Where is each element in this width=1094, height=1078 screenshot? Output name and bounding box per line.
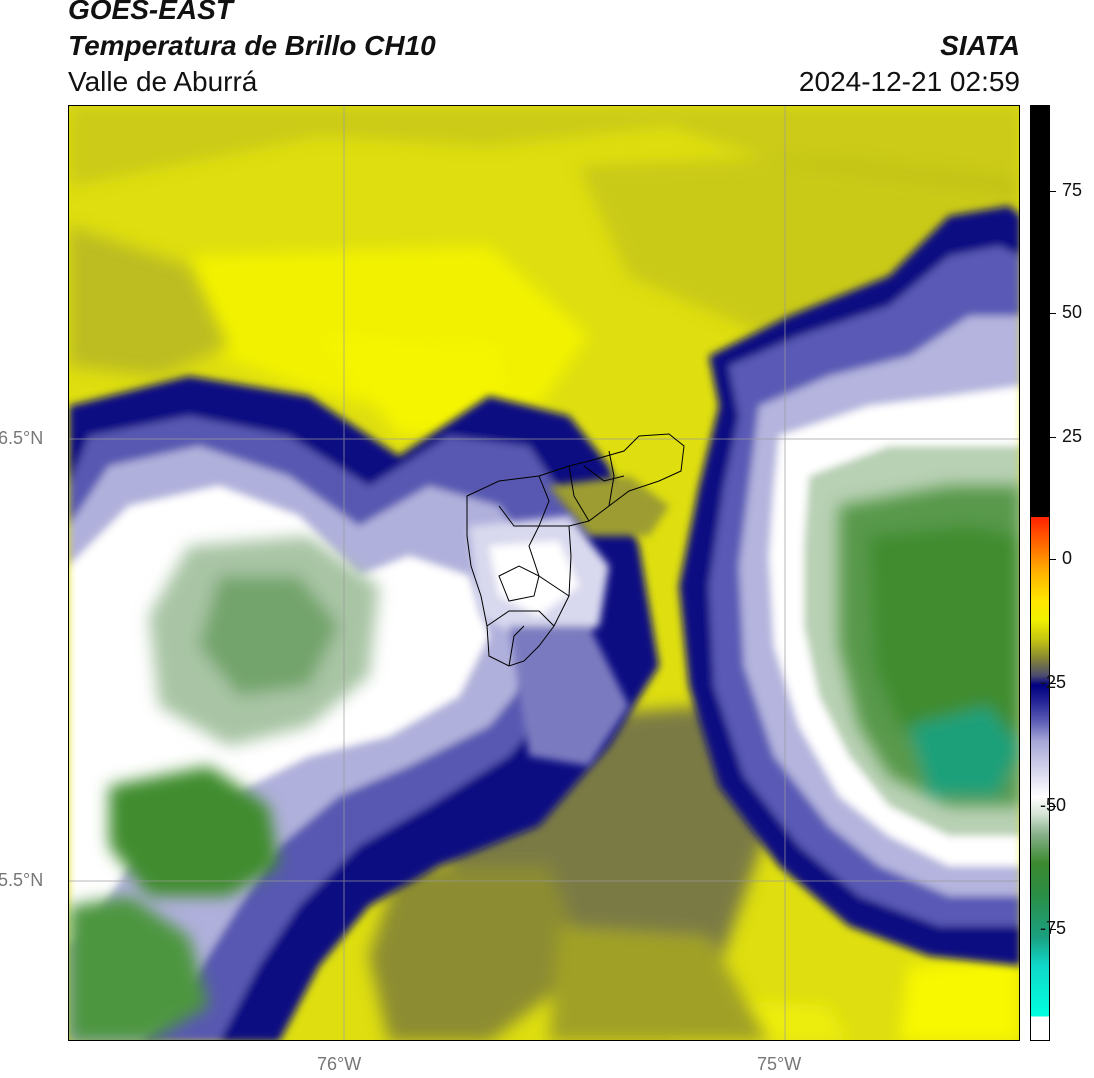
product-title: Temperatura de Brillo CH10	[68, 30, 436, 61]
temperature-colorbar	[1030, 105, 1050, 1041]
longitude-label-west: 76°W	[317, 1054, 362, 1074]
municipality-boundaries	[466, 433, 685, 667]
colorbar-tick-label: -50	[1040, 795, 1067, 815]
longitude-label-east: 75°W	[757, 1054, 802, 1074]
region-label: Valle de Aburrá	[68, 66, 258, 97]
satellite-title: GOES-EAST	[68, 0, 233, 25]
colorbar-tick	[1050, 806, 1056, 807]
colorbar-tick	[1050, 437, 1056, 438]
latitude-label-south: 5.5°N	[0, 870, 44, 890]
colorbar-tick-label: 75	[1062, 180, 1083, 200]
colorbar-tick	[1050, 191, 1056, 192]
colorbar-tick	[1050, 313, 1056, 314]
colorbar-tick-label: -75	[1040, 918, 1067, 938]
bright-yellow-patches	[189, 246, 1019, 1040]
latitude-label-north: 6.5°N	[0, 428, 44, 448]
colorbar-tick	[1050, 559, 1056, 560]
graticule	[69, 106, 1019, 1040]
colorbar-tick-label: -25	[1040, 672, 1067, 692]
coldest-core-west	[69, 536, 379, 1040]
colorbar-tick	[1050, 929, 1056, 930]
colorbar-tick-label: 50	[1062, 302, 1083, 322]
colorbar-tick-label: 0	[1062, 548, 1073, 568]
coldest-core-east	[839, 486, 1019, 806]
colorbar-tick	[1050, 683, 1056, 684]
timestamp-label: 2024-12-21 02:59	[798, 66, 1020, 97]
colorbar-tick-label: 25	[1062, 426, 1083, 446]
brightness-temperature-map	[68, 105, 1020, 1041]
map-canvas	[69, 106, 1019, 1040]
agency-label: SIATA	[940, 30, 1020, 61]
